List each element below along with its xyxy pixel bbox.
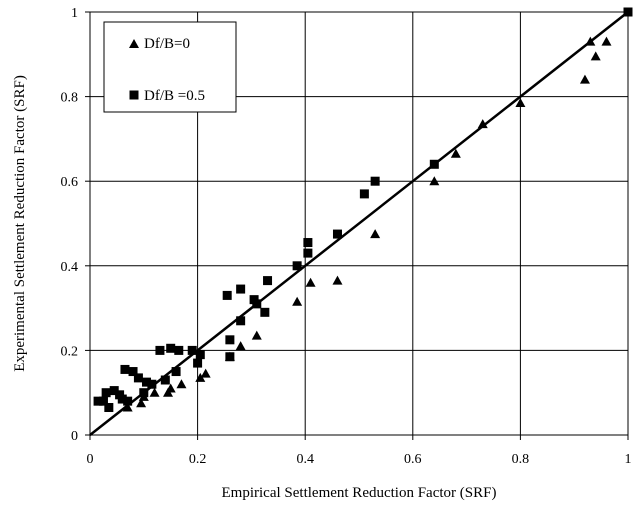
y-tick-label: 0.8: [61, 91, 79, 106]
data-point-square: [193, 358, 203, 368]
y-tick-label: 0.4: [61, 260, 79, 275]
data-point-square: [98, 396, 108, 406]
data-point-square: [171, 367, 181, 377]
data-point-square: [123, 396, 133, 406]
data-point-triangle: [590, 51, 601, 61]
data-point-triangle: [450, 148, 461, 158]
data-point-square: [303, 238, 313, 248]
data-point-square: [359, 189, 369, 199]
x-axis-ticks: 0 0.2 0.4 0.6 0.8 1: [87, 435, 632, 467]
reference-line: [89, 11, 629, 436]
data-point-square: [155, 345, 165, 355]
data-point-square: [236, 284, 246, 294]
data-point-triangle: [370, 229, 381, 239]
data-point-triangle: [585, 36, 596, 46]
y-axis-title: Experimental Settlement Reduction Factor…: [12, 75, 28, 372]
legend-box: [103, 21, 237, 113]
data-point-square: [141, 377, 151, 387]
x-tick-label: 0.8: [512, 452, 530, 467]
data-point-square: [117, 394, 127, 404]
data-point-square: [101, 388, 111, 398]
legend: Df/B=0 Df/B =0.5: [103, 21, 237, 113]
data-point-square: [93, 396, 103, 406]
data-point-triangle: [122, 402, 133, 412]
y-tick-label: 0.6: [61, 175, 79, 190]
legend-marker-square: [129, 90, 139, 100]
data-point-triangle: [332, 275, 343, 285]
data-point-square: [260, 307, 270, 317]
data-point-triangle: [601, 36, 612, 46]
data-point-square: [370, 176, 380, 186]
data-point-square: [187, 345, 197, 355]
plot-area-frame: [89, 11, 629, 436]
data-point-square: [222, 290, 232, 300]
data-point-triangle: [176, 379, 187, 389]
x-tick-label: 0.2: [189, 452, 207, 467]
data-point-triangle: [136, 398, 147, 408]
y-tick-label: 1: [71, 6, 78, 21]
data-point-square: [236, 316, 246, 326]
data-point-square: [109, 386, 119, 396]
data-point-triangle: [165, 383, 176, 393]
legend-marker-triangle: [129, 39, 139, 48]
data-point-square: [623, 7, 633, 17]
data-point-triangle: [149, 387, 160, 397]
legend-label-df-b-0: Df/B=0: [144, 36, 190, 52]
data-point-square: [160, 375, 170, 385]
data-point-triangle: [477, 119, 488, 129]
data-point-square: [195, 350, 205, 360]
data-point-triangle: [195, 372, 206, 382]
x-axis-title: Empirical Settlement Reduction Factor (S…: [222, 485, 497, 501]
data-point-triangle: [515, 97, 526, 107]
x-tick-label: 1: [625, 452, 632, 467]
data-point-triangle: [251, 330, 262, 340]
data-point-square: [225, 352, 235, 362]
data-point-square: [147, 379, 157, 389]
data-point-triangle: [235, 341, 246, 351]
legend-square-icon: [129, 90, 139, 100]
legend-triangle-icon: [129, 39, 139, 48]
y-axis-ticks: 0 0.2 0.4 0.6 0.8 1: [61, 6, 90, 444]
data-point-square: [104, 403, 114, 413]
data-point-square: [429, 159, 439, 169]
data-point-square: [303, 248, 313, 258]
data-point-square: [263, 276, 273, 286]
data-point-square: [174, 345, 184, 355]
data-point-triangle: [305, 277, 316, 287]
data-point-square: [139, 388, 149, 398]
data-point-square: [225, 335, 235, 345]
data-point-triangle: [292, 296, 303, 306]
data-point-square: [252, 299, 262, 309]
data-point-square: [120, 364, 130, 374]
x-tick-label: 0.4: [296, 452, 314, 467]
data-point-triangle: [429, 176, 440, 186]
data-point-triangle: [200, 368, 211, 378]
data-point-triangle: [579, 74, 590, 84]
data-point-square: [332, 229, 342, 239]
x-tick-label: 0.6: [404, 452, 422, 467]
data-point-square: [133, 373, 143, 383]
y-tick-label: 0: [71, 429, 78, 444]
data-point-square: [292, 261, 302, 271]
y-tick-label: 0.2: [61, 344, 79, 359]
data-points: [93, 7, 633, 413]
legend-label-df-b-0-5: Df/B =0.5: [144, 88, 205, 104]
x-tick-label: 0: [87, 452, 94, 467]
data-point-square: [166, 343, 176, 353]
data-point-square: [128, 367, 138, 377]
